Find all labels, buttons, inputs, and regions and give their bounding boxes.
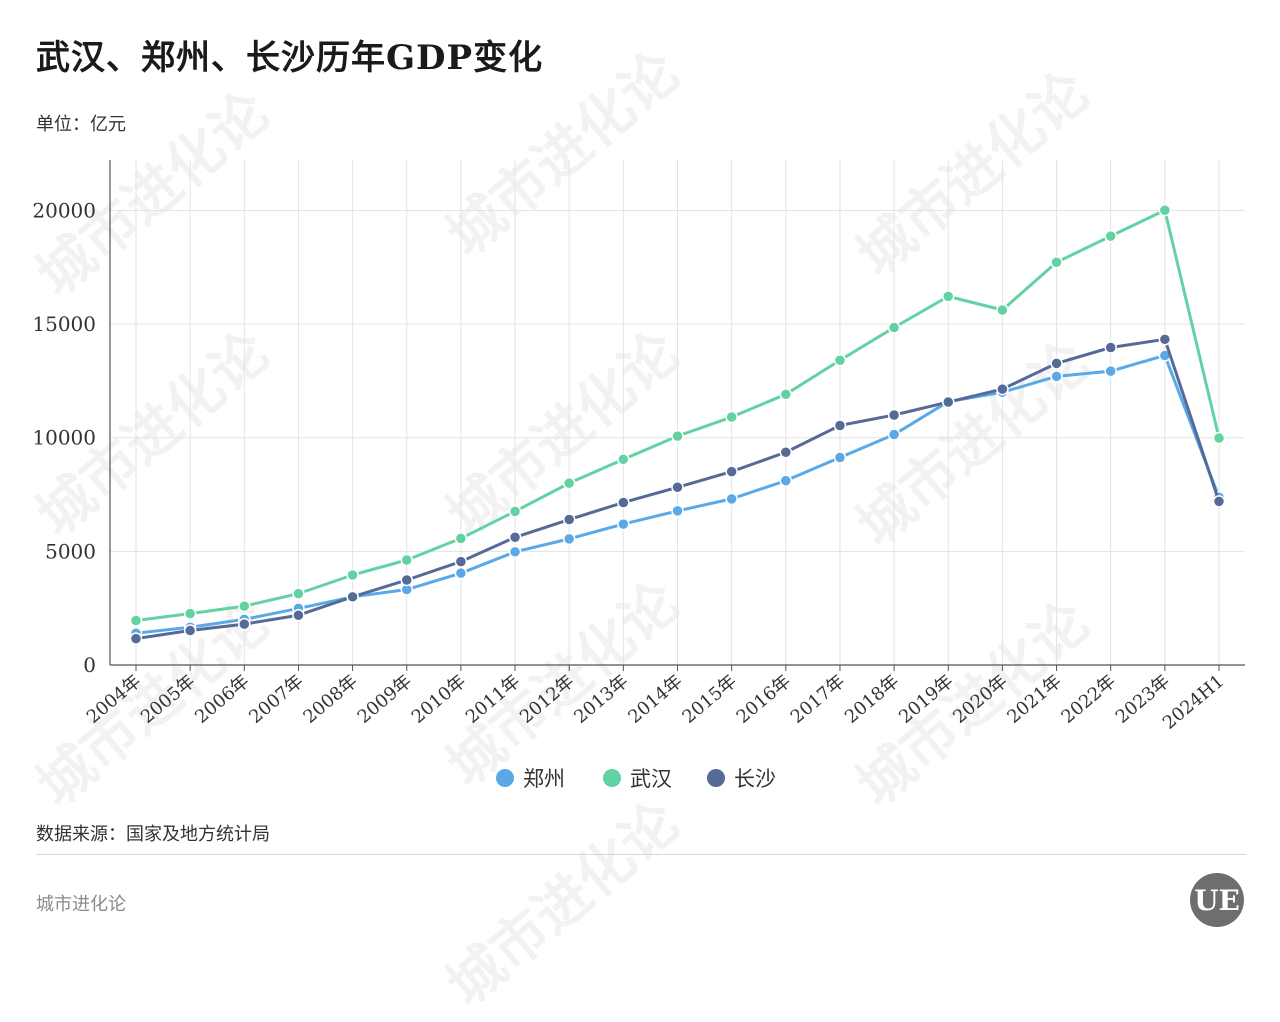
x-tick-label: 2018年 (841, 671, 903, 728)
y-tick-label: 20000 (32, 198, 96, 222)
data-point (996, 382, 1009, 396)
data-point (1158, 203, 1172, 217)
data-point (725, 492, 738, 506)
axes: 0 5000 10000 15000 20000 2004年2005年2006年2007年… (32, 160, 1245, 734)
unit-label: 单位：亿元 (36, 114, 126, 135)
brand-name: 城市进化论 (36, 894, 126, 915)
data-point (617, 496, 630, 509)
data-point (996, 303, 1009, 317)
x-tick-label: 2008年 (299, 671, 361, 728)
chart-title: 武汉、郑州、长沙历年GDP变化 (36, 38, 544, 78)
data-point (129, 614, 143, 627)
data-point (562, 476, 576, 490)
x-tick-label: 2012年 (516, 671, 578, 728)
x-tick-label: 2014年 (624, 671, 686, 728)
x-tick-label: 2024H1 (1159, 671, 1228, 734)
data-point (887, 408, 901, 422)
data-point (400, 573, 413, 587)
watermark: 城市进化论 (435, 789, 692, 1020)
legend-marker (603, 769, 621, 787)
data-point (238, 617, 251, 631)
legend-marker (496, 769, 514, 787)
data-point (129, 632, 143, 645)
data-point (508, 505, 522, 518)
data-point (833, 451, 847, 464)
data-point (183, 607, 197, 620)
data-point (1104, 341, 1117, 354)
grid-lines (110, 160, 1245, 665)
data-point (508, 545, 522, 559)
y-tick-label: 10000 (32, 426, 96, 450)
data-point (562, 532, 576, 546)
x-tick-label: 2022年 (1058, 671, 1120, 728)
data-point (1212, 431, 1226, 445)
data-point (942, 395, 955, 409)
x-tick-label: 2007年 (245, 671, 307, 728)
data-point (725, 410, 738, 424)
x-tick-label: 2006年 (191, 671, 253, 728)
data-point (1050, 357, 1063, 370)
data-point (1104, 229, 1117, 243)
x-tick-label: 2020年 (949, 671, 1011, 728)
data-point (779, 446, 793, 459)
legend-label: 长沙 (734, 767, 776, 791)
x-tick-label: 2005年 (137, 671, 199, 728)
data-point (562, 513, 576, 526)
data-point (508, 531, 522, 544)
series-lines (129, 203, 1226, 645)
divider (36, 854, 1246, 855)
y-tick-label: 0 (83, 653, 96, 677)
data-point (292, 587, 305, 600)
data-point (1050, 370, 1063, 383)
data-point (942, 290, 955, 303)
data-point (887, 428, 901, 441)
data-point (671, 429, 684, 443)
data-point (725, 465, 738, 478)
data-point (292, 608, 305, 622)
data-point (400, 553, 413, 567)
data-point (454, 566, 468, 580)
data-point (346, 568, 359, 582)
x-tick-label: 2017年 (787, 671, 849, 728)
data-point (454, 555, 468, 568)
data-point (454, 532, 468, 545)
data-point (1050, 256, 1063, 269)
data-point (1104, 364, 1117, 378)
data-point (833, 353, 847, 367)
x-tick-label: 2004年 (83, 671, 145, 728)
data-point (779, 388, 793, 401)
data-point (183, 624, 197, 637)
legend: 郑州 武汉 长沙 (496, 767, 776, 791)
data-point (887, 321, 901, 334)
data-point (617, 517, 630, 531)
gdp-line-chart: 0 5000 10000 15000 20000 2004年2005年2006年2007年… (32, 160, 1245, 791)
data-point (671, 481, 684, 494)
x-tick-label: 2009年 (354, 671, 416, 728)
x-tick-label: 2011年 (462, 671, 524, 728)
data-point (1212, 495, 1226, 508)
x-tick-label: 2021年 (1003, 671, 1065, 728)
data-source: 数据来源：国家及地方统计局 (36, 824, 270, 845)
x-tick-label: 2013年 (570, 671, 632, 728)
data-point (1158, 333, 1172, 346)
brand-logo-icon: UE (1190, 873, 1244, 927)
data-point (671, 504, 684, 518)
legend-label: 郑州 (523, 767, 565, 791)
data-point (779, 474, 793, 487)
data-point (238, 599, 251, 613)
x-tick-label: 2019年 (895, 671, 957, 728)
legend-label: 武汉 (630, 767, 672, 791)
x-tick-label: 2016年 (733, 671, 795, 728)
data-point (617, 453, 630, 466)
data-point (833, 419, 847, 432)
data-point (346, 590, 359, 604)
y-tick-label: 5000 (45, 539, 96, 563)
legend-marker (707, 769, 725, 787)
x-tick-label: 2010年 (408, 671, 470, 728)
x-tick-label: 2015年 (678, 671, 740, 728)
y-tick-label: 15000 (32, 312, 96, 336)
